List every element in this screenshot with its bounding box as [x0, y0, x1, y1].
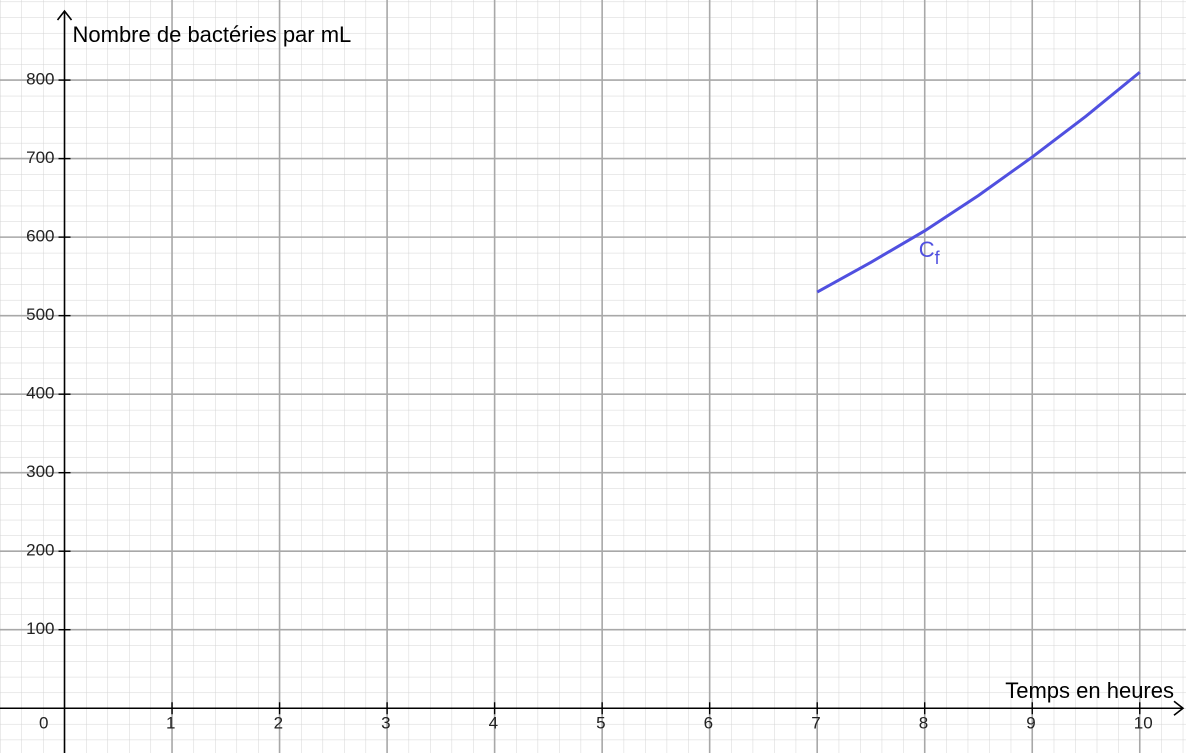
- x-tick-label: 3: [381, 714, 390, 733]
- x-tick-label: 5: [596, 714, 605, 733]
- y-tick-label: 500: [26, 305, 54, 324]
- curve-label-main: C: [919, 237, 935, 262]
- x-tick-label: 6: [704, 714, 713, 733]
- x-tick-label: 1: [166, 714, 175, 733]
- x-axis-label: Temps en heures: [1005, 678, 1174, 703]
- curve-label: Cf: [919, 237, 941, 268]
- curve-label-sub: f: [935, 248, 941, 268]
- y-axis-arrow: [56, 9, 73, 21]
- y-tick-label: 100: [26, 619, 54, 638]
- x-tick-label: 10: [1134, 714, 1153, 733]
- y-tick-label: 800: [26, 70, 54, 89]
- y-tick-label: 300: [26, 462, 54, 481]
- y-tick-label: 700: [26, 148, 54, 167]
- x-tick-label: 2: [274, 714, 283, 733]
- y-tick-label: 200: [26, 541, 54, 560]
- x-tick-label: 8: [919, 714, 928, 733]
- x-tick-label: 9: [1026, 714, 1035, 733]
- x-tick-label: 4: [489, 714, 498, 733]
- y-tick-label: 600: [26, 227, 54, 246]
- y-axis-label: Nombre de bactéries par mL: [73, 22, 352, 47]
- origin-label: 0: [39, 714, 48, 733]
- curve: [816, 71, 1141, 294]
- x-axis-arrow: [1173, 700, 1185, 716]
- y-tick-label: 400: [26, 384, 54, 403]
- x-tick-label: 7: [811, 714, 820, 733]
